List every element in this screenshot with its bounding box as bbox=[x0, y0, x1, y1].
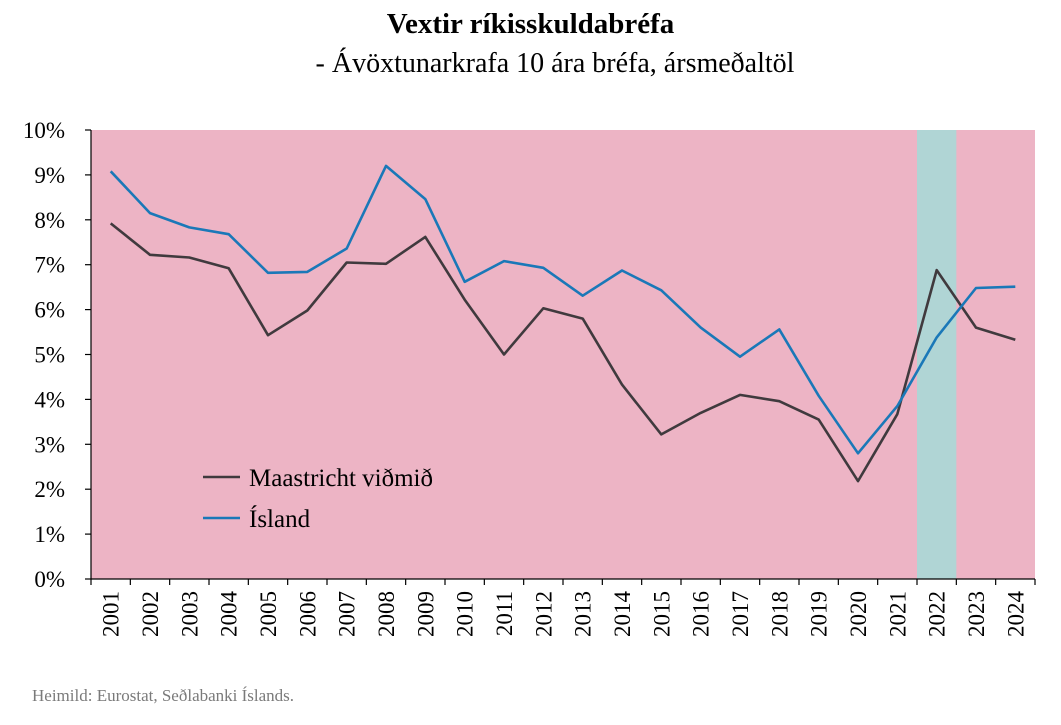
x-tick-label: 2024 bbox=[1003, 590, 1028, 637]
y-tick-label: 7% bbox=[34, 253, 65, 278]
y-tick-label: 6% bbox=[34, 298, 65, 323]
x-tick-label: 2011 bbox=[492, 591, 517, 636]
x-tick-label: 2016 bbox=[689, 591, 714, 637]
x-tick-label: 2014 bbox=[610, 591, 635, 638]
x-tick-label: 2004 bbox=[217, 591, 242, 638]
x-tick-label: 2005 bbox=[256, 591, 281, 637]
y-tick-label: 10% bbox=[23, 118, 65, 143]
series-line-island bbox=[109, 164, 1016, 455]
x-tick-label: 2006 bbox=[295, 591, 320, 637]
highlight-band-2022 bbox=[917, 130, 957, 579]
y-tick-label: 1% bbox=[34, 522, 65, 547]
y-tick-label: 4% bbox=[34, 387, 65, 412]
x-tick-label: 2002 bbox=[138, 591, 163, 637]
x-tick-label: 2022 bbox=[925, 591, 950, 637]
x-tick-label: 2009 bbox=[413, 591, 438, 637]
x-tick-label: 2023 bbox=[964, 591, 989, 637]
legend-label: Maastricht viðmið bbox=[249, 465, 433, 492]
y-tick-label: 5% bbox=[34, 343, 65, 368]
x-axis: 2001 2002 2003 2004 2005 2006 2007 2008 2009 2010… bbox=[90, 578, 1036, 638]
line-chart: 0% 1% 2% 3% 4% 5% 6% 7% 8% 9% 10% 2001 2002 2003 2004… bbox=[23, 118, 1036, 638]
legend-label: Ísland bbox=[249, 505, 311, 533]
plot-background bbox=[91, 130, 1035, 579]
source-note: Heimild: Eurostat, Seðlabanki Íslands. bbox=[32, 686, 295, 705]
x-tick-label: 2015 bbox=[649, 591, 674, 637]
chart-subtitle: - Ávöxtunarkrafa 10 ára bréfa, ársmeðalt… bbox=[315, 48, 795, 79]
legend: Maastricht viðmið Ísland bbox=[203, 465, 433, 533]
y-tick-label: 3% bbox=[34, 432, 65, 457]
series-lines bbox=[109, 164, 1016, 483]
y-tick-label: 8% bbox=[34, 208, 65, 233]
y-tick-label: 9% bbox=[34, 163, 65, 188]
y-axis: 0% 1% 2% 3% 4% 5% 6% 7% 8% 9% 10% bbox=[23, 118, 92, 592]
chart-title: Vextir ríkisskuldabréfa bbox=[386, 8, 675, 40]
x-tick-label: 2021 bbox=[885, 591, 910, 637]
x-tick-label: 2020 bbox=[846, 591, 871, 637]
x-tick-label: 2010 bbox=[453, 591, 478, 637]
x-tick-label: 2007 bbox=[335, 591, 360, 637]
x-tick-label: 2019 bbox=[807, 591, 832, 637]
x-tick-label: 2001 bbox=[99, 591, 124, 637]
x-tick-label: 2017 bbox=[728, 591, 753, 637]
x-tick-label: 2012 bbox=[531, 591, 556, 637]
y-tick-label: 0% bbox=[34, 567, 65, 592]
x-tick-label: 2008 bbox=[374, 591, 399, 637]
x-tick-label: 2018 bbox=[767, 591, 792, 637]
y-tick-label: 2% bbox=[34, 477, 65, 502]
x-tick-label: 2003 bbox=[177, 591, 202, 637]
x-tick-label: 2013 bbox=[571, 591, 596, 637]
series-line-maastricht bbox=[109, 222, 1016, 483]
